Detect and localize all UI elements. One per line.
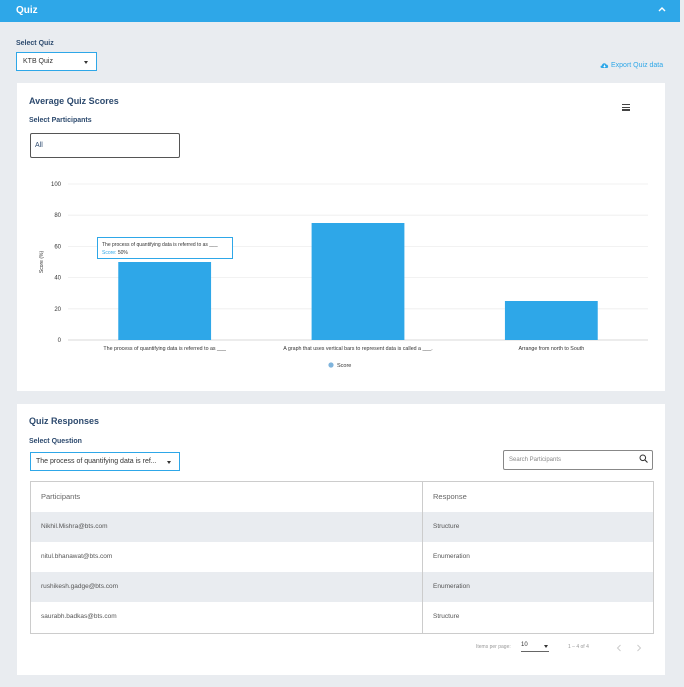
- column-divider: [422, 482, 423, 633]
- chevron-right-icon[interactable]: [636, 644, 642, 652]
- export-quiz-data-link[interactable]: Export Quiz data: [600, 62, 663, 69]
- quiz-select[interactable]: KTB Quiz: [16, 52, 97, 71]
- participants-value: All: [35, 142, 43, 149]
- chart-tooltip: The process of quantifying data is refer…: [97, 237, 233, 259]
- response-cell: Structure: [433, 523, 460, 530]
- table-row: rushikesh.gadge@bts.com Enumeration: [31, 572, 653, 602]
- caret-down-icon: [544, 645, 548, 648]
- participant-cell: Nikhil.Mishra@bts.com: [41, 523, 108, 530]
- question-select-value: The process of quantifying data is ref..…: [36, 458, 157, 465]
- tooltip-series: Score:: [102, 250, 117, 256]
- search-participants-input[interactable]: Search Participants: [503, 450, 653, 470]
- caret-down-icon: [84, 61, 88, 64]
- select-question-label: Select Question: [29, 438, 82, 445]
- tooltip-value: 50%: [117, 250, 128, 256]
- responses-table: Participants Response Nikhil.Mishra@bts.…: [30, 481, 654, 634]
- search-icon[interactable]: [639, 454, 648, 463]
- chevron-left-icon[interactable]: [616, 644, 622, 652]
- column-header-response[interactable]: Response: [433, 492, 467, 501]
- chevron-up-icon[interactable]: [658, 4, 666, 15]
- table-row: Nikhil.Mishra@bts.com Structure: [31, 512, 653, 542]
- caret-down-icon: [167, 461, 171, 464]
- participant-cell: rushikesh.gadge@bts.com: [41, 583, 119, 590]
- response-cell: Structure: [433, 613, 460, 620]
- average-scores-title: Average Quiz Scores: [29, 96, 119, 106]
- items-per-page-label: Items per page:: [476, 644, 511, 650]
- header-title: Quiz: [16, 5, 38, 16]
- quiz-responses-title: Quiz Responses: [29, 416, 100, 426]
- participant-cell: nitul.bhanawat@bts.com: [41, 553, 113, 560]
- select-quiz-label: Select Quiz: [16, 40, 54, 47]
- tooltip-title: The process of quantifying data is refer…: [102, 242, 218, 248]
- response-cell: Enumeration: [433, 553, 470, 560]
- page-size-value: 10: [521, 642, 528, 648]
- select-participants-label: Select Participants: [29, 117, 92, 124]
- chart-menu-icon[interactable]: [622, 104, 630, 111]
- column-header-participants[interactable]: Participants: [41, 492, 81, 501]
- pagination-range: 1 – 4 of 4: [568, 644, 589, 650]
- search-placeholder: Search Participants: [509, 457, 562, 463]
- table-row: saurabh.badkas@bts.com Structure: [31, 602, 653, 632]
- participants-select[interactable]: All: [30, 133, 180, 158]
- response-cell: Enumeration: [433, 583, 470, 590]
- cloud-download-icon: [600, 63, 609, 68]
- export-label: Export Quiz data: [611, 62, 664, 69]
- quiz-select-value: KTB Quiz: [23, 58, 53, 65]
- quiz-header-bar[interactable]: Quiz: [0, 0, 680, 22]
- participant-cell: saurabh.badkas@bts.com: [41, 613, 117, 620]
- question-select[interactable]: The process of quantifying data is ref..…: [30, 452, 180, 471]
- quiz-responses-card: Quiz Responses Select Question The proce…: [17, 404, 665, 675]
- table-row: nitul.bhanawat@bts.com Enumeration: [31, 542, 653, 572]
- page-size-select[interactable]: 10: [521, 642, 549, 652]
